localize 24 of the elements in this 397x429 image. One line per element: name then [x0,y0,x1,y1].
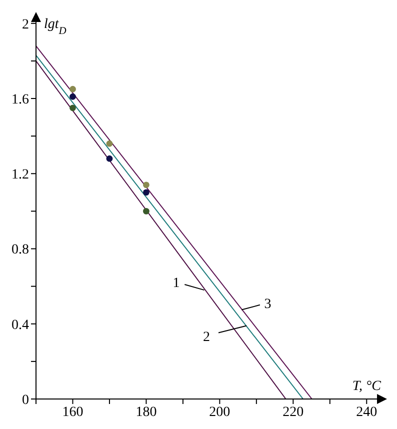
y-tick-label: 1.2 [12,168,29,183]
point [106,155,113,162]
point [70,104,76,112]
x-tick-label: 240 [356,404,378,420]
y-axis-title: lgt$_{D}$ [44,17,67,36]
point [143,182,150,188]
x-tick-label: 220 [282,404,304,420]
x-axis-title: T, °C [352,379,382,394]
y-tick-label: 0 [22,392,29,408]
y-tick-label: 1.6 [12,92,29,108]
point [143,208,150,214]
annotation: 2 [203,330,210,345]
annotation: 3 [264,296,272,312]
x-tick-label: 180 [136,404,157,420]
x-tick-label: 160 [62,404,84,420]
y-tick-label: 2 [22,17,29,32]
x-tick-label: 200 [209,404,230,420]
point [106,140,113,147]
point [143,189,150,196]
y-tick-label: 0.4 [12,318,29,333]
annotation: 1 [172,276,180,292]
y-tick-label: 0.8 [12,242,29,258]
point [70,93,76,100]
point [70,86,76,92]
